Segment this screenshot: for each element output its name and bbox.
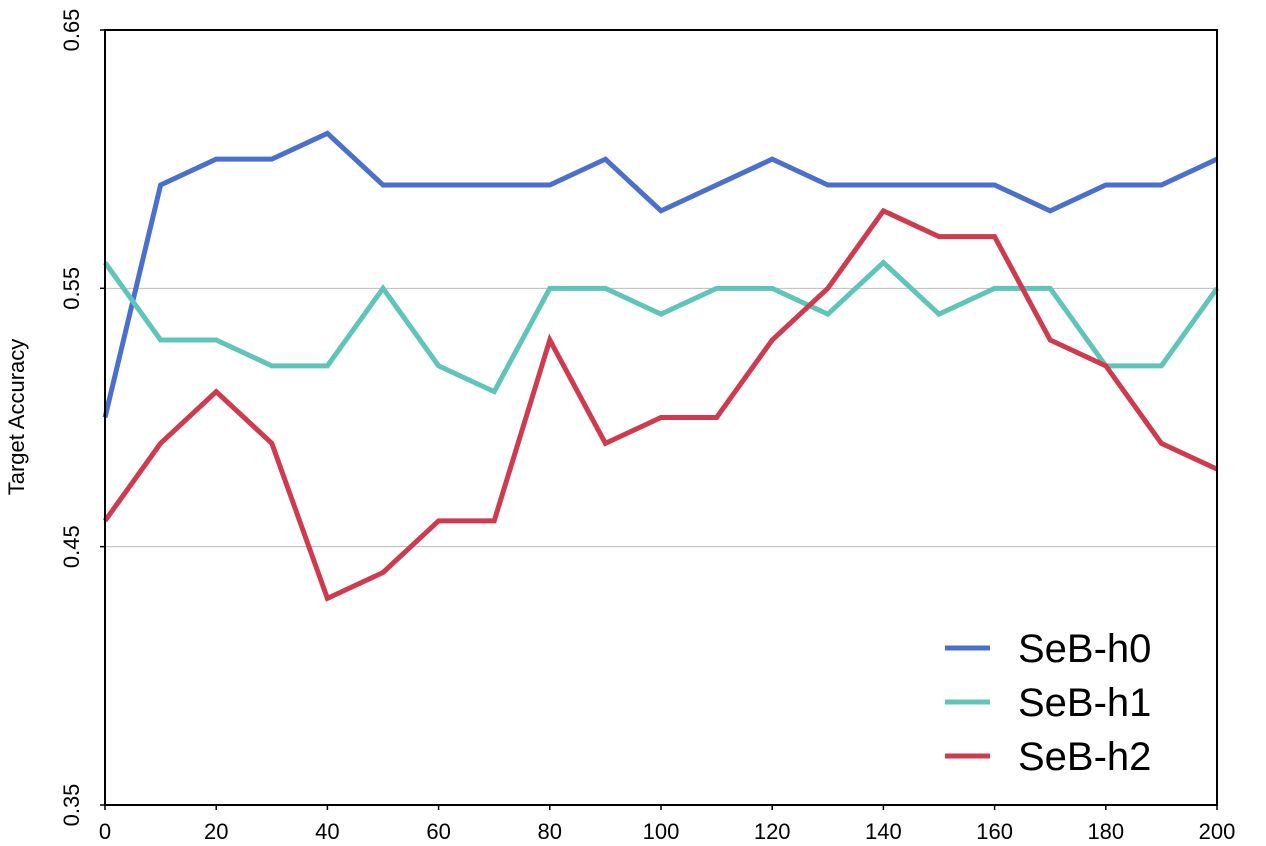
series-line-seb-h1 (102, 259, 1220, 395)
x-tick-label: 200 (1199, 819, 1236, 844)
x-tick-labels: 0 20 40 60 80 100 120 140 160 180 200 (99, 819, 1235, 844)
y-axis-label: Target Accuracy (4, 339, 29, 496)
x-tick-label: 20 (204, 819, 228, 844)
x-tick-label: 0 (99, 819, 111, 844)
legend: SeB-h0 SeB-h1 SeB-h2 (945, 627, 1151, 779)
x-tick-label: 180 (1087, 819, 1124, 844)
x-tick-label: 120 (754, 819, 791, 844)
x-tick-label: 160 (976, 819, 1013, 844)
y-tick-label: 0.45 (59, 525, 84, 568)
y-tick-label: 0.35 (59, 784, 84, 827)
y-tick-label: 0.55 (59, 267, 84, 310)
legend-label: SeB-h0 (1018, 627, 1151, 671)
y-tick-label: 0.65 (59, 9, 84, 52)
axes (100, 29, 1218, 810)
x-tick-label: 100 (643, 819, 680, 844)
series-lines (102, 130, 1220, 602)
legend-label: SeB-h2 (1018, 735, 1151, 779)
series-line-seb-h2 (102, 207, 1219, 602)
x-tick-label: 60 (426, 819, 450, 844)
x-tick-label: 40 (315, 819, 339, 844)
legend-label: SeB-h1 (1018, 681, 1151, 725)
x-tick-label: 140 (865, 819, 902, 844)
y-tick-labels: 0.35 0.45 0.55 0.65 (59, 9, 84, 827)
series-line-seb-h0 (102, 130, 1219, 419)
x-tick-label: 80 (538, 819, 562, 844)
